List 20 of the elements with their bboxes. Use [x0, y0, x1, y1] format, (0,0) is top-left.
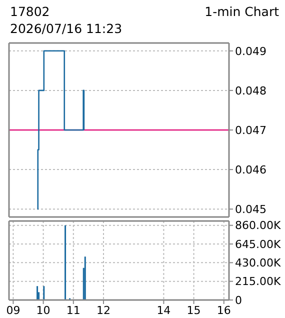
y-tick-label: 430.00K: [235, 256, 282, 270]
x-tick-label: 11: [66, 304, 80, 317]
x-tick-label: 12: [96, 304, 110, 317]
x-tick-label: 14: [156, 304, 171, 317]
y-tick-label: 645.00K: [235, 238, 282, 251]
y-tick-label: 0.049: [235, 44, 266, 58]
y-tick-label: 0.048: [235, 84, 266, 98]
x-tick-label: 15: [186, 304, 201, 317]
x-tick-label: 10: [36, 304, 50, 317]
y-tick-label: 0.047: [235, 124, 266, 137]
y-tick-label: 215.00K: [235, 275, 282, 288]
x-tick-label: 09: [6, 304, 20, 317]
y-tick-label: 0: [235, 294, 242, 307]
y-tick-label: 0.046: [235, 163, 266, 176]
chart-title: 17802: [10, 4, 50, 19]
x-tick-label: 16: [216, 304, 231, 317]
y-tick-label: 0.045: [235, 202, 266, 216]
text: 1-min Chart: [204, 4, 279, 19]
chart-subtitle: 2026/07/16 11:23: [10, 21, 122, 36]
y-tick-label: 860.00K: [235, 219, 282, 232]
